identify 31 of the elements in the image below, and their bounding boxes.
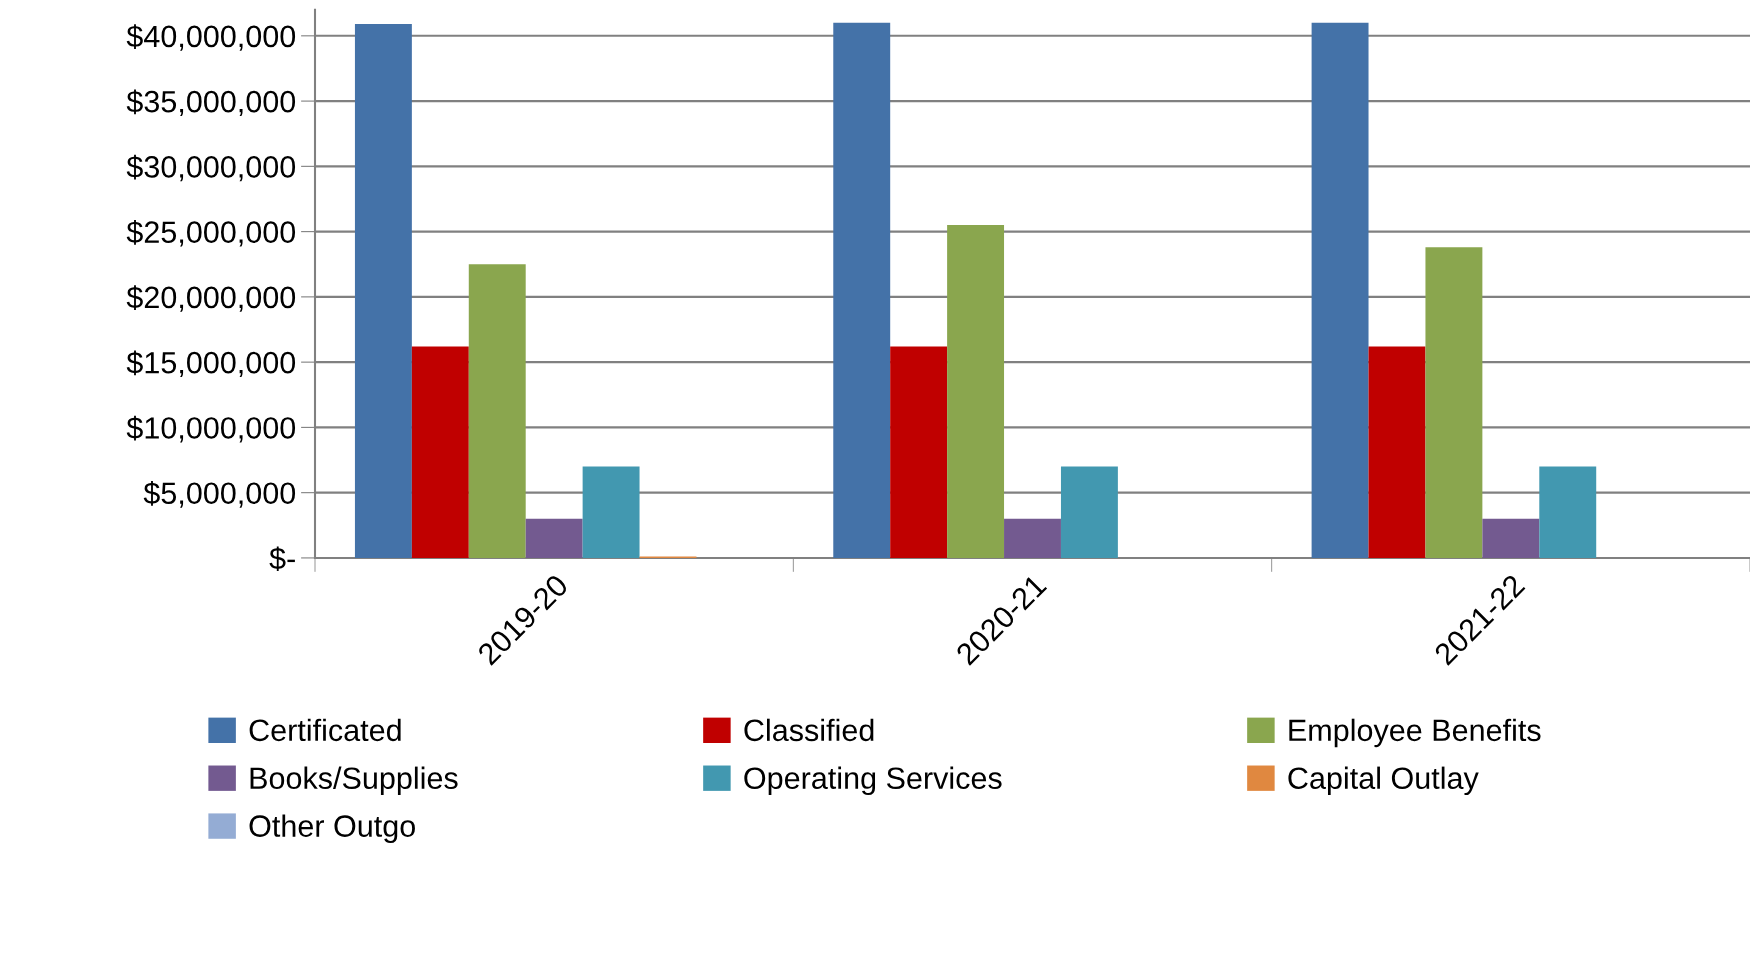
y-tick-label: $10,000,000 <box>126 415 296 443</box>
y-tick-label: $40,000,000 <box>126 24 296 51</box>
y-tick-label: $- <box>269 546 295 572</box>
bar <box>1482 518 1540 558</box>
legend-label: Books/Supplies <box>250 766 458 796</box>
bar <box>468 264 526 558</box>
legend-label: Certificated <box>249 718 401 742</box>
y-tick-label: $30,000,000 <box>126 154 296 182</box>
bar <box>890 346 948 558</box>
bar <box>582 466 640 558</box>
bar <box>1004 518 1061 558</box>
legend-label: Operating Services <box>744 766 1002 796</box>
legend-label: Capital Outlay <box>1288 766 1479 796</box>
y-tick-label: $35,000,000 <box>126 89 296 117</box>
bar <box>947 225 1005 558</box>
y-tick-label: $15,000,000 <box>126 350 296 378</box>
bar <box>1368 346 1426 558</box>
y-tick-label: $20,000,000 <box>126 285 296 312</box>
y-tick-label: $5,000,000 <box>143 481 296 508</box>
bar <box>1425 247 1483 558</box>
bar <box>1311 22 1369 558</box>
bar <box>1060 466 1118 558</box>
bar <box>411 346 469 558</box>
bar <box>833 22 891 558</box>
legend-label: Classified <box>744 718 874 742</box>
bar <box>525 518 583 558</box>
legend-label: Other Outgo <box>249 814 415 843</box>
legend-label: Employee Benefits <box>1289 718 1541 748</box>
bar <box>354 24 412 558</box>
bar <box>1539 466 1597 558</box>
y-tick-label: $25,000,000 <box>126 220 296 247</box>
